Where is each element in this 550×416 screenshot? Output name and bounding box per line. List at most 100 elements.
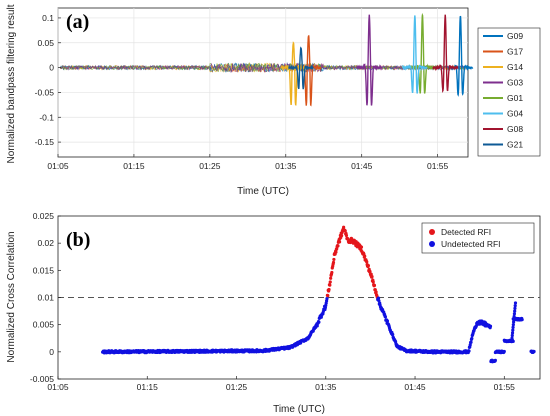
chart-b-y-tick-label: -0.005 bbox=[30, 374, 54, 384]
undetected-rfi-point bbox=[512, 314, 516, 319]
undetected-rfi-point bbox=[512, 312, 517, 316]
detected-rfi-point bbox=[371, 280, 375, 284]
undetected-rfi-point bbox=[513, 301, 518, 305]
undetected-rfi-point bbox=[512, 320, 516, 324]
chart-a-x-axis-label: Time (UTC) bbox=[237, 186, 289, 197]
chart-a-y-tick-label: 0 bbox=[49, 63, 54, 73]
undetected-rfi-point bbox=[383, 315, 388, 319]
chart-a-y-tick-label: -0.15 bbox=[35, 137, 55, 147]
chart-a-plot-area bbox=[57, 7, 469, 158]
chart-a-noise bbox=[59, 62, 466, 74]
undetected-rfi-point bbox=[513, 306, 517, 310]
chart-a-y-tick-label: -0.1 bbox=[39, 112, 54, 122]
chart-a-x-tick-label: 01:55 bbox=[427, 161, 449, 171]
chart-a-x-tick-label: 01:45 bbox=[351, 161, 373, 171]
chart-a-y-tick-label: -0.05 bbox=[35, 87, 55, 97]
chart-a-x-tick-label: 01:15 bbox=[123, 161, 145, 171]
undetected-rfi-point bbox=[511, 323, 515, 327]
legend-label: G21 bbox=[507, 140, 523, 150]
detected-rfi-point bbox=[366, 264, 370, 268]
detected-rfi-point bbox=[342, 225, 346, 229]
chart-b-panel-label: (b) bbox=[66, 229, 90, 251]
chart-a-x-tick-label: 01:35 bbox=[275, 161, 297, 171]
undetected-rfi-point bbox=[513, 304, 517, 308]
chart-b-x-tick-label: 01:05 bbox=[47, 382, 69, 392]
detected-rfi-point bbox=[331, 260, 336, 265]
undetected-rfi-point bbox=[325, 297, 329, 301]
chart-a-y-axis-label: Normalized bandpass filtering result bbox=[6, 4, 17, 163]
undetected-rfi-point bbox=[512, 317, 516, 321]
undetected-rfi-point bbox=[467, 349, 471, 353]
detected-rfi-point bbox=[334, 250, 338, 254]
undetected-rfi-point bbox=[315, 324, 319, 328]
chart-b-legend: Detected RFI Undetected RFI bbox=[421, 222, 535, 254]
legend-label: Detected RFI bbox=[441, 227, 491, 237]
undetected-rfi-point bbox=[493, 358, 497, 362]
detected-rfi-point bbox=[326, 293, 330, 298]
detected-rfi-point bbox=[372, 283, 377, 287]
detected-rfi-point bbox=[340, 233, 344, 238]
detected-rfi-point bbox=[336, 244, 340, 248]
chart-b-x-tick-label: 01:45 bbox=[404, 382, 426, 392]
chart-b-points bbox=[101, 225, 536, 364]
series-line-g01 bbox=[409, 12, 436, 94]
undetected-rfi-point bbox=[488, 324, 493, 328]
detected-rfi-point bbox=[328, 283, 332, 287]
legend-label: G04 bbox=[507, 109, 523, 119]
chart-b-y-tick-label: 0 bbox=[49, 347, 54, 357]
chart-a: 01:05 01:15 01:25 01:35 01:45 01:55 -0.15-0.1… bbox=[6, 4, 541, 197]
series-line-g21 bbox=[288, 46, 314, 90]
undetected-rfi-point bbox=[510, 333, 514, 338]
legend-label: G03 bbox=[507, 78, 523, 88]
detected-rfi-point bbox=[337, 240, 342, 244]
chart-a-y-ticks: -0.15 -0.1 -0.05 0 0.05 0.1 bbox=[35, 13, 61, 147]
chart-b-y-tick-label: 0.005 bbox=[33, 320, 55, 330]
undetected-rfi-point bbox=[513, 309, 517, 313]
detected-rfi-point bbox=[359, 245, 364, 249]
series-noise-line bbox=[60, 62, 466, 73]
legend-label: G01 bbox=[507, 93, 523, 103]
detected-rfi-point bbox=[344, 233, 349, 238]
chart-a-x-tick-label: 01:25 bbox=[199, 161, 221, 171]
detected-rfi-point bbox=[365, 260, 369, 264]
undetected-rfi-point bbox=[469, 340, 473, 344]
legend-label: G09 bbox=[507, 31, 523, 41]
series-line-g04 bbox=[402, 15, 428, 94]
chart-b-x-ticks: 01:05 01:15 01:25 01:35 01:45 01:55 bbox=[47, 376, 515, 392]
undetected-rfi-point bbox=[511, 325, 515, 329]
undetected-rfi-point bbox=[376, 296, 381, 300]
chart-a-panel-label: (a) bbox=[66, 11, 89, 33]
chart-b-y-tick-label: 0.01 bbox=[37, 293, 54, 303]
legend-marker-undetected bbox=[429, 241, 435, 247]
legend-label: G17 bbox=[507, 47, 523, 57]
detected-rfi-point bbox=[329, 276, 333, 280]
detected-rfi-point bbox=[330, 270, 334, 275]
chart-a-y-tick-label: 0.05 bbox=[37, 38, 54, 48]
chart-b-x-tick-label: 01:25 bbox=[226, 382, 248, 392]
undetected-rfi-point bbox=[532, 349, 536, 354]
detected-rfi-point bbox=[327, 287, 331, 292]
undetected-rfi-point bbox=[510, 339, 514, 343]
chart-b-x-tick-label: 01:55 bbox=[494, 382, 516, 392]
chart-b-x-tick-label: 01:35 bbox=[315, 382, 337, 392]
undetected-rfi-point bbox=[510, 336, 514, 340]
detected-rfi-point bbox=[370, 275, 374, 279]
undetected-rfi-point bbox=[468, 343, 472, 347]
chart-b-x-axis-label: Time (UTC) bbox=[273, 404, 325, 415]
detected-rfi-point bbox=[332, 257, 336, 262]
series-line-g14 bbox=[280, 41, 307, 106]
detected-rfi-point bbox=[368, 269, 372, 274]
undetected-rfi-point bbox=[391, 332, 395, 337]
undetected-rfi-point bbox=[502, 349, 506, 354]
detected-rfi-point bbox=[374, 290, 378, 294]
legend-label: G14 bbox=[507, 62, 523, 72]
chart-a-y-tick-label: 0.1 bbox=[42, 13, 54, 23]
detected-rfi-point bbox=[328, 280, 332, 284]
chart-b-x-tick-label: 01:15 bbox=[137, 382, 159, 392]
undetected-rfi-point bbox=[510, 331, 515, 335]
chart-b-y-tick-label: 0.025 bbox=[33, 211, 55, 221]
series-line-g03 bbox=[356, 14, 383, 106]
undetected-rfi-point bbox=[385, 319, 390, 323]
chart-b-y-tick-label: 0.02 bbox=[37, 238, 54, 248]
